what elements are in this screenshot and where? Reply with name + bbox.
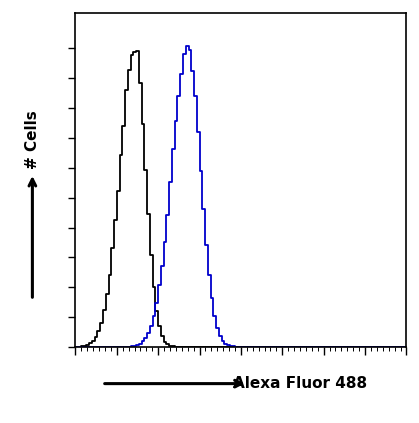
Text: Alexa Fluor 488: Alexa Fluor 488	[233, 376, 367, 391]
Text: # Cells: # Cells	[25, 110, 40, 169]
